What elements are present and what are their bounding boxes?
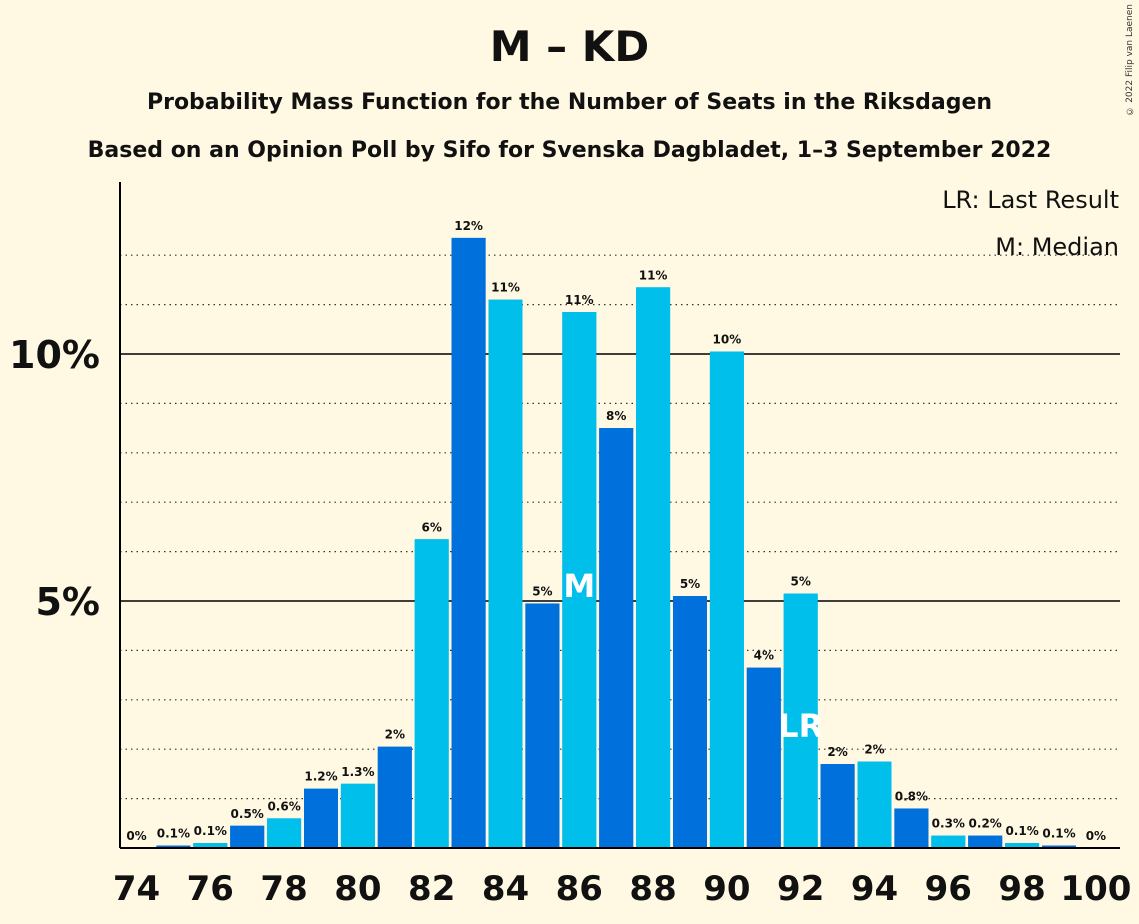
bar-value-label: 0% (126, 829, 146, 843)
bar-value-label: 11% (491, 281, 520, 295)
chart-subtitle: Probability Mass Function for the Number… (146, 90, 993, 115)
bar-value-label: 8% (606, 409, 626, 423)
bar-value-label: 2% (827, 745, 847, 759)
bar-seat-82-fill (414, 539, 449, 848)
bar-seat-79-fill (304, 788, 338, 848)
bar-seat-81-fill (377, 746, 412, 848)
bar-value-label: 0.5% (231, 807, 264, 821)
bar-seat-85-fill (525, 603, 560, 848)
x-tick-label: 80 (334, 869, 381, 909)
bar-value-label: 6% (422, 520, 442, 534)
bar-value-label: 0.8% (895, 789, 928, 803)
x-tick-label: 76 (187, 869, 234, 909)
bar-value-label: 5% (532, 584, 552, 598)
bar-value-label: 0% (1086, 829, 1106, 843)
bar-seat-96-fill (931, 835, 966, 848)
x-tick-label: 82 (408, 869, 455, 909)
bar-seat-78-fill (267, 818, 302, 848)
bar-value-label: 0.1% (1005, 824, 1038, 838)
bar-value-label: 4% (754, 649, 774, 663)
x-tick-label: 92 (777, 869, 824, 909)
bar-seat-75-fill (156, 845, 191, 848)
bar-seat-86-fill (562, 312, 597, 848)
bar-value-label: 10% (713, 333, 742, 347)
bar-value-label: 0.1% (194, 824, 227, 838)
legend-last-result: LR: Last Result (942, 186, 1119, 214)
bar-seat-99-fill (1042, 845, 1076, 848)
bar-value-label: 5% (680, 577, 700, 591)
bar-value-label: 0.1% (1042, 827, 1075, 841)
bar-seat-90-fill (709, 351, 744, 848)
bar-seat-87-fill (599, 428, 634, 848)
bar-value-label: 11% (639, 268, 668, 282)
bar-value-label: 1.3% (341, 765, 374, 779)
median-marker: M (563, 567, 595, 605)
bar-seat-93-fill (820, 764, 855, 848)
bar-seat-92-fill (783, 593, 818, 848)
bar-value-label: 0.6% (267, 799, 300, 813)
bar-value-label: 12% (454, 219, 483, 233)
bar-seat-77-fill (230, 825, 265, 848)
bar-seat-95-fill (894, 808, 929, 848)
x-tick-label: 90 (703, 869, 750, 909)
x-tick-label: 96 (925, 869, 972, 909)
x-tick-label: 98 (998, 869, 1045, 909)
bar-seat-89-fill (673, 596, 707, 848)
bar-seat-76-fill (193, 843, 228, 848)
bar-seat-91-fill (746, 667, 781, 848)
bar-seat-98-fill (1005, 843, 1040, 848)
x-tick-label: 100 (1060, 869, 1131, 909)
bar-value-label: 11% (565, 293, 594, 307)
bar-value-label: 5% (791, 575, 811, 589)
x-tick-label: 84 (482, 869, 529, 909)
y-tick-label: 10% (9, 333, 100, 377)
legend-median: M: Median (995, 233, 1119, 261)
last-result-marker: LR (778, 707, 823, 745)
bar-value-label: 2% (385, 728, 405, 742)
chart-title: M – KD (489, 22, 650, 71)
bar-value-label: 0.3% (932, 817, 965, 831)
bar-seat-80-fill (340, 783, 375, 848)
x-tick-label: 94 (851, 869, 898, 909)
x-tick-label: 74 (113, 869, 160, 909)
x-tick-label: 88 (629, 869, 676, 909)
bar-value-label: 2% (864, 743, 884, 757)
chart-source-line: Based on an Opinion Poll by Sifo for Sve… (87, 138, 1052, 163)
bar-value-label: 0.2% (969, 817, 1002, 831)
x-tick-label: 78 (260, 869, 307, 909)
bar-seat-94-fill (857, 761, 892, 848)
bar-seat-84-fill (488, 299, 523, 848)
bar-value-label: 0.1% (157, 827, 190, 841)
bar-seat-83-fill (451, 237, 486, 848)
bar-seat-97-fill (968, 835, 1003, 848)
x-tick-label: 86 (556, 869, 603, 909)
bar-seat-88-fill (636, 287, 671, 848)
y-tick-label: 5% (35, 580, 100, 624)
bar-value-label: 1.2% (304, 770, 337, 784)
